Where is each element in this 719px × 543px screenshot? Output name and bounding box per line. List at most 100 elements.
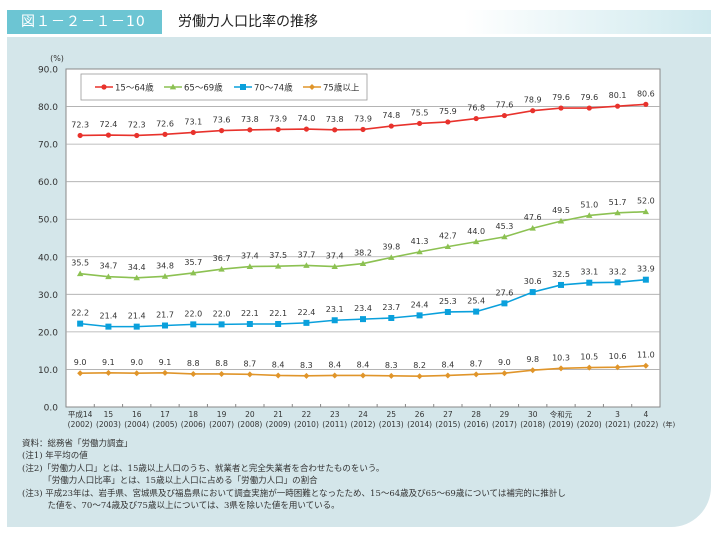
note-3-cont: た値を、70～74歳及び75歳以上については、3県を除いた値を用いている。 — [22, 501, 340, 512]
y-tick-label: 90.0 — [38, 66, 58, 76]
data-point — [529, 367, 536, 374]
x-tick-label-year: (2009) — [266, 420, 291, 429]
x-tick-label: 23 — [330, 410, 340, 419]
data-point — [586, 105, 592, 111]
source-note: 資料：総務省「労働力調査」 — [22, 439, 133, 449]
data-label: 21.7 — [156, 311, 174, 320]
data-point — [501, 300, 508, 307]
x-tick-label-year: (2003) — [96, 420, 121, 429]
data-point — [444, 372, 451, 379]
data-label: 9.8 — [526, 355, 539, 364]
y-tick-label: 70.0 — [38, 141, 58, 151]
x-tick-label-year: (2014) — [407, 420, 432, 429]
data-label: 52.0 — [637, 197, 655, 206]
data-point — [614, 279, 621, 286]
data-point — [133, 370, 140, 377]
x-tick-label: 24 — [358, 410, 368, 419]
data-label: 78.9 — [524, 96, 542, 105]
data-point — [161, 273, 169, 279]
data-label: 33.1 — [580, 268, 598, 277]
data-label: 8.4 — [328, 360, 341, 369]
x-tick-label-year: (2004) — [124, 420, 149, 429]
data-point — [529, 289, 536, 296]
data-label: 36.7 — [213, 254, 231, 263]
data-label: 37.5 — [269, 251, 287, 260]
data-label: 8.4 — [441, 360, 454, 369]
data-point — [246, 263, 254, 269]
data-label: 73.8 — [326, 115, 344, 124]
data-label: 24.4 — [411, 300, 429, 309]
data-label: 47.6 — [524, 213, 542, 222]
data-point — [473, 371, 480, 378]
data-label: 22.4 — [298, 308, 316, 317]
x-tick-label-year: (2016) — [464, 420, 489, 429]
data-label: 21.4 — [100, 312, 118, 321]
data-point — [331, 372, 338, 379]
data-label: 22.2 — [71, 309, 89, 318]
plot-area — [65, 68, 661, 408]
x-unit-label: (年) — [663, 420, 676, 429]
data-label: 23.7 — [382, 303, 400, 312]
data-point — [275, 372, 282, 379]
data-label: 27.6 — [496, 288, 514, 297]
data-label: 8.3 — [385, 361, 398, 370]
data-label: 9.0 — [130, 358, 143, 367]
y-tick-label: 0.0 — [44, 404, 59, 414]
data-label: 9.0 — [74, 358, 87, 367]
x-tick-label: 2 — [587, 410, 592, 419]
data-label: 35.5 — [71, 259, 89, 268]
data-label: 44.0 — [467, 227, 485, 236]
data-label: 34.8 — [156, 261, 174, 270]
data-label: 9.1 — [102, 358, 115, 367]
data-label: 73.9 — [269, 114, 287, 123]
data-label: 22.0 — [213, 309, 231, 318]
x-tick-label: 25 — [387, 410, 397, 419]
data-point — [134, 132, 140, 139]
data-point — [331, 317, 338, 324]
data-label: 8.7 — [470, 359, 483, 368]
data-label: 11.0 — [637, 351, 655, 360]
data-label: 30.6 — [524, 277, 542, 286]
data-label: 22.0 — [184, 309, 202, 318]
notes: 資料：総務省「労働力調査」 (注1) 年平均の値 (注2)「労働力人口」とは、1… — [22, 438, 566, 512]
x-tick-label: 30 — [528, 410, 538, 419]
data-point — [162, 322, 168, 329]
data-point — [643, 101, 649, 107]
x-tick-label: 19 — [217, 410, 227, 419]
data-label: 37.4 — [326, 252, 344, 261]
data-label: 80.6 — [637, 89, 655, 98]
x-tick-label-year: (2018) — [520, 420, 545, 429]
data-point — [190, 269, 197, 276]
x-tick-label: 26 — [415, 410, 425, 419]
legend-label: 75歳以上 — [323, 83, 360, 94]
data-point — [246, 371, 253, 378]
x-tick-label-year: (2010) — [294, 420, 319, 429]
note-2: (注2)「労働力人口」とは、15歳以上人口のうち、就業者と完全失業者を合わせたも… — [22, 463, 385, 474]
data-point — [416, 373, 423, 380]
x-tick-label-year: (2007) — [209, 420, 234, 429]
data-label: 8.4 — [357, 360, 370, 369]
data-point — [105, 132, 112, 138]
data-point — [190, 370, 197, 377]
data-point — [360, 372, 366, 379]
y-tick-label: 30.0 — [38, 291, 58, 301]
legend-label: 15～64歳 — [115, 83, 154, 94]
data-point — [190, 129, 196, 136]
data-label: 73.1 — [184, 117, 202, 126]
y-tick-label: 20.0 — [38, 328, 58, 338]
data-point — [77, 370, 84, 377]
legend-label: 70～74歳 — [254, 83, 293, 94]
data-label: 72.3 — [128, 120, 146, 129]
data-label: 72.6 — [156, 119, 174, 128]
note-2-cont: 「労働力人口比率」とは、15歳以上人口に占める「労働力人口」の割合 — [22, 476, 318, 487]
data-point — [444, 308, 451, 315]
y-tick-label: 10.0 — [38, 366, 58, 376]
x-tick-label-year: (2008) — [237, 420, 262, 429]
x-tick-label: 22 — [302, 410, 312, 419]
x-tick-label: 18 — [189, 410, 199, 419]
legend-label: 65～69歳 — [184, 83, 223, 94]
x-tick-label-year: (2020) — [577, 420, 602, 429]
x-tick-label: 16 — [132, 410, 142, 419]
data-label: 51.0 — [580, 200, 598, 209]
data-point — [472, 238, 480, 245]
